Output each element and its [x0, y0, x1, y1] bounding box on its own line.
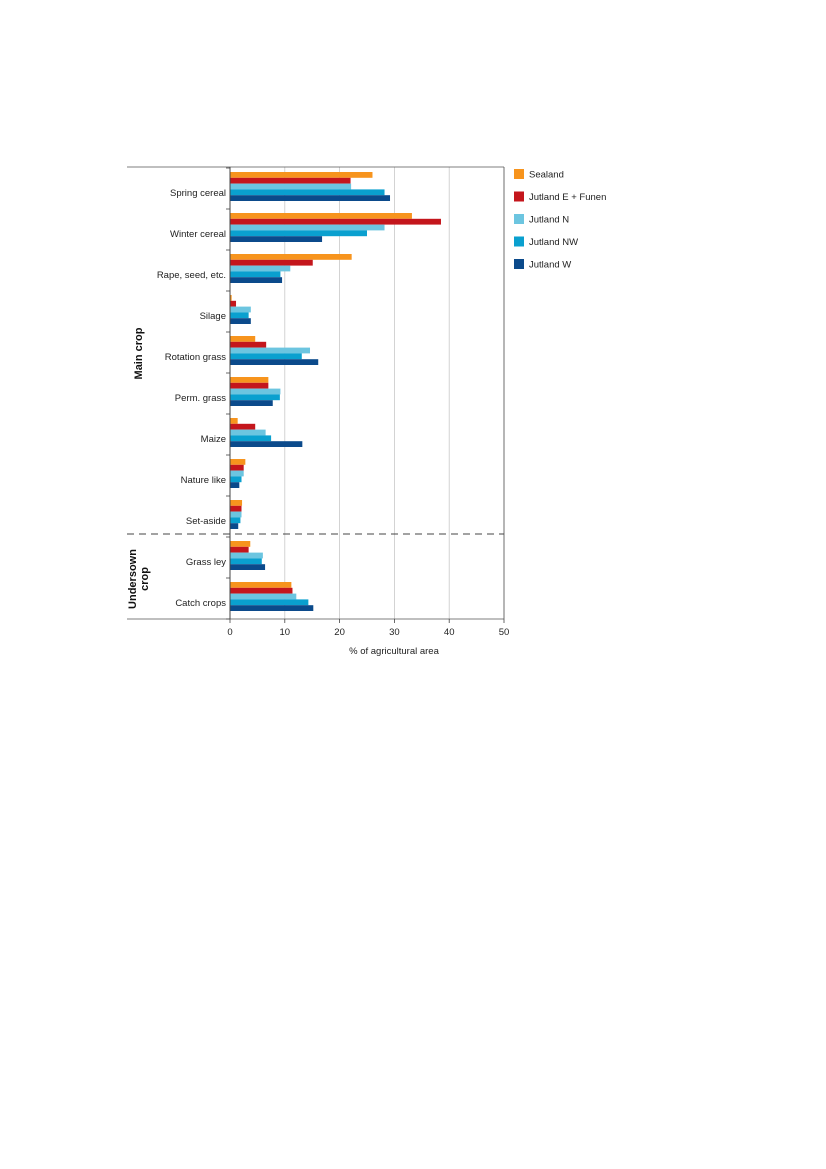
legend: Sealand Jutland E + Funen Jutland N Jutland… [514, 169, 606, 271]
bar-nature-like-jutland-w [230, 482, 240, 488]
bar-nature-like-jutland-nw [230, 476, 242, 483]
bar-perm-grass-jutland-nw [230, 394, 280, 401]
legend-label-jutland-e-funen: Jutland E + Funen [529, 192, 606, 203]
bar-spring-cereal-jutland-w [230, 195, 391, 201]
group-label-main-crop: Main crop [133, 327, 145, 379]
category-label-rape-seed-etc: Rape, seed, etc. [157, 270, 226, 281]
group-label-line: Undersown [127, 549, 139, 609]
bar-grass-ley-jutland-n [230, 552, 263, 559]
bar-silage-jutland-w [230, 318, 251, 324]
bar-rotation-grass-jutland-nw [230, 353, 302, 360]
legend-swatch-jutland-w [514, 259, 524, 269]
legend-label-jutland-w: Jutland W [529, 260, 571, 271]
bar-set-aside-sealand [230, 500, 243, 506]
category-label-maize: Maize [201, 434, 226, 445]
bar-maize-jutland-e-funen [230, 423, 256, 430]
category-label-grass-ley: Grass ley [186, 557, 226, 568]
bar-catch-crops-jutland-nw [230, 599, 309, 606]
bar-maize-jutland-w [230, 441, 303, 447]
bar-rape-seed-etc-jutland-e-funen [230, 259, 313, 266]
bar-rotation-grass-jutland-n [230, 347, 311, 354]
x-axis-title: % of agricultural area [349, 646, 439, 657]
x-tick-labels: 0 10 20 30 40 50 [227, 627, 509, 638]
group-label-line: crop [139, 567, 151, 591]
bar-spring-cereal-sealand [230, 172, 373, 178]
group-labels: Main crop Undersowncrop [127, 327, 151, 609]
bar-rape-seed-etc-jutland-n [230, 265, 291, 272]
x-tick-label: 0 [227, 627, 232, 638]
category-label-winter-cereal: Winter cereal [170, 229, 226, 240]
bar-set-aside-jutland-e-funen [230, 505, 242, 512]
bar-catch-crops-jutland-n [230, 593, 297, 600]
bar-perm-grass-jutland-e-funen [230, 382, 269, 389]
bar-silage-jutland-n [230, 306, 251, 313]
bar-catch-crops-sealand [230, 582, 292, 588]
bar-perm-grass-jutland-w [230, 400, 273, 406]
bar-catch-crops-jutland-w [230, 605, 314, 611]
axes [127, 166, 505, 623]
category-label-catch-crops: Catch crops [175, 598, 226, 609]
bar-nature-like-jutland-e-funen [230, 464, 244, 471]
bar-winter-cereal-jutland-nw [230, 230, 367, 237]
bar-maize-jutland-nw [230, 435, 272, 442]
bar-winter-cereal-jutland-n [230, 224, 385, 231]
legend-swatch-jutland-n [514, 214, 524, 224]
bar-rotation-grass-sealand [230, 336, 256, 342]
x-tick-label: 10 [280, 627, 291, 638]
bar-silage-jutland-nw [230, 312, 249, 319]
bar-catch-crops-jutland-e-funen [230, 587, 293, 594]
category-label-rotation-grass: Rotation grass [165, 352, 227, 363]
bar-rape-seed-etc-sealand [230, 254, 352, 260]
bar-nature-like-jutland-n [230, 470, 244, 477]
bar-winter-cereal-jutland-e-funen [230, 218, 441, 225]
bar-rape-seed-etc-jutland-nw [230, 271, 281, 278]
x-tick-label: 50 [499, 627, 510, 638]
group-label-undersown-crop: Undersowncrop [127, 549, 151, 609]
bar-maize-jutland-n [230, 429, 266, 436]
bar-set-aside-jutland-w [230, 523, 239, 529]
bar-set-aside-jutland-n [230, 511, 242, 518]
bar-rape-seed-etc-jutland-w [230, 277, 283, 283]
bars [230, 172, 441, 611]
bar-grass-ley-jutland-nw [230, 558, 262, 565]
bar-spring-cereal-jutland-n [230, 183, 352, 190]
legend-swatch-sealand [514, 169, 524, 179]
legend-label-jutland-n: Jutland N [529, 215, 569, 226]
category-label-perm-grass: Perm. grass [175, 393, 226, 404]
bar-silage-jutland-e-funen [230, 300, 237, 307]
x-tick-label: 30 [389, 627, 400, 638]
bar-spring-cereal-jutland-nw [230, 189, 385, 196]
x-tick-label: 20 [334, 627, 345, 638]
bar-winter-cereal-jutland-w [230, 236, 323, 242]
category-labels: Spring cereal Winter cereal Rape, seed, et… [157, 188, 226, 609]
legend-label-jutland-nw: Jutland NW [529, 237, 578, 248]
bar-rotation-grass-jutland-w [230, 359, 319, 365]
legend-swatch-jutland-e-funen [514, 191, 524, 202]
category-label-silage: Silage [200, 311, 226, 322]
legend-swatch-jutland-nw [514, 236, 524, 247]
bar-winter-cereal-sealand [230, 213, 412, 219]
legend-label-sealand: Sealand [529, 170, 564, 181]
group-label-line: Main crop [133, 327, 145, 379]
bar-grass-ley-jutland-e-funen [230, 546, 249, 553]
category-label-nature-like: Nature like [181, 475, 226, 486]
bar-grass-ley-sealand [230, 541, 251, 547]
bar-perm-grass-sealand [230, 377, 269, 383]
bar-nature-like-sealand [230, 459, 246, 465]
category-label-spring-cereal: Spring cereal [170, 188, 226, 199]
bar-grass-ley-jutland-w [230, 564, 266, 570]
bar-set-aside-jutland-nw [230, 517, 241, 524]
bar-spring-cereal-jutland-e-funen [230, 177, 351, 184]
bar-perm-grass-jutland-n [230, 388, 281, 395]
bar-silage-sealand [230, 295, 232, 301]
category-label-set-aside: Set-aside [186, 516, 226, 527]
x-tick-label: 40 [444, 627, 455, 638]
bar-maize-sealand [230, 418, 238, 424]
bar-rotation-grass-jutland-e-funen [230, 341, 267, 348]
